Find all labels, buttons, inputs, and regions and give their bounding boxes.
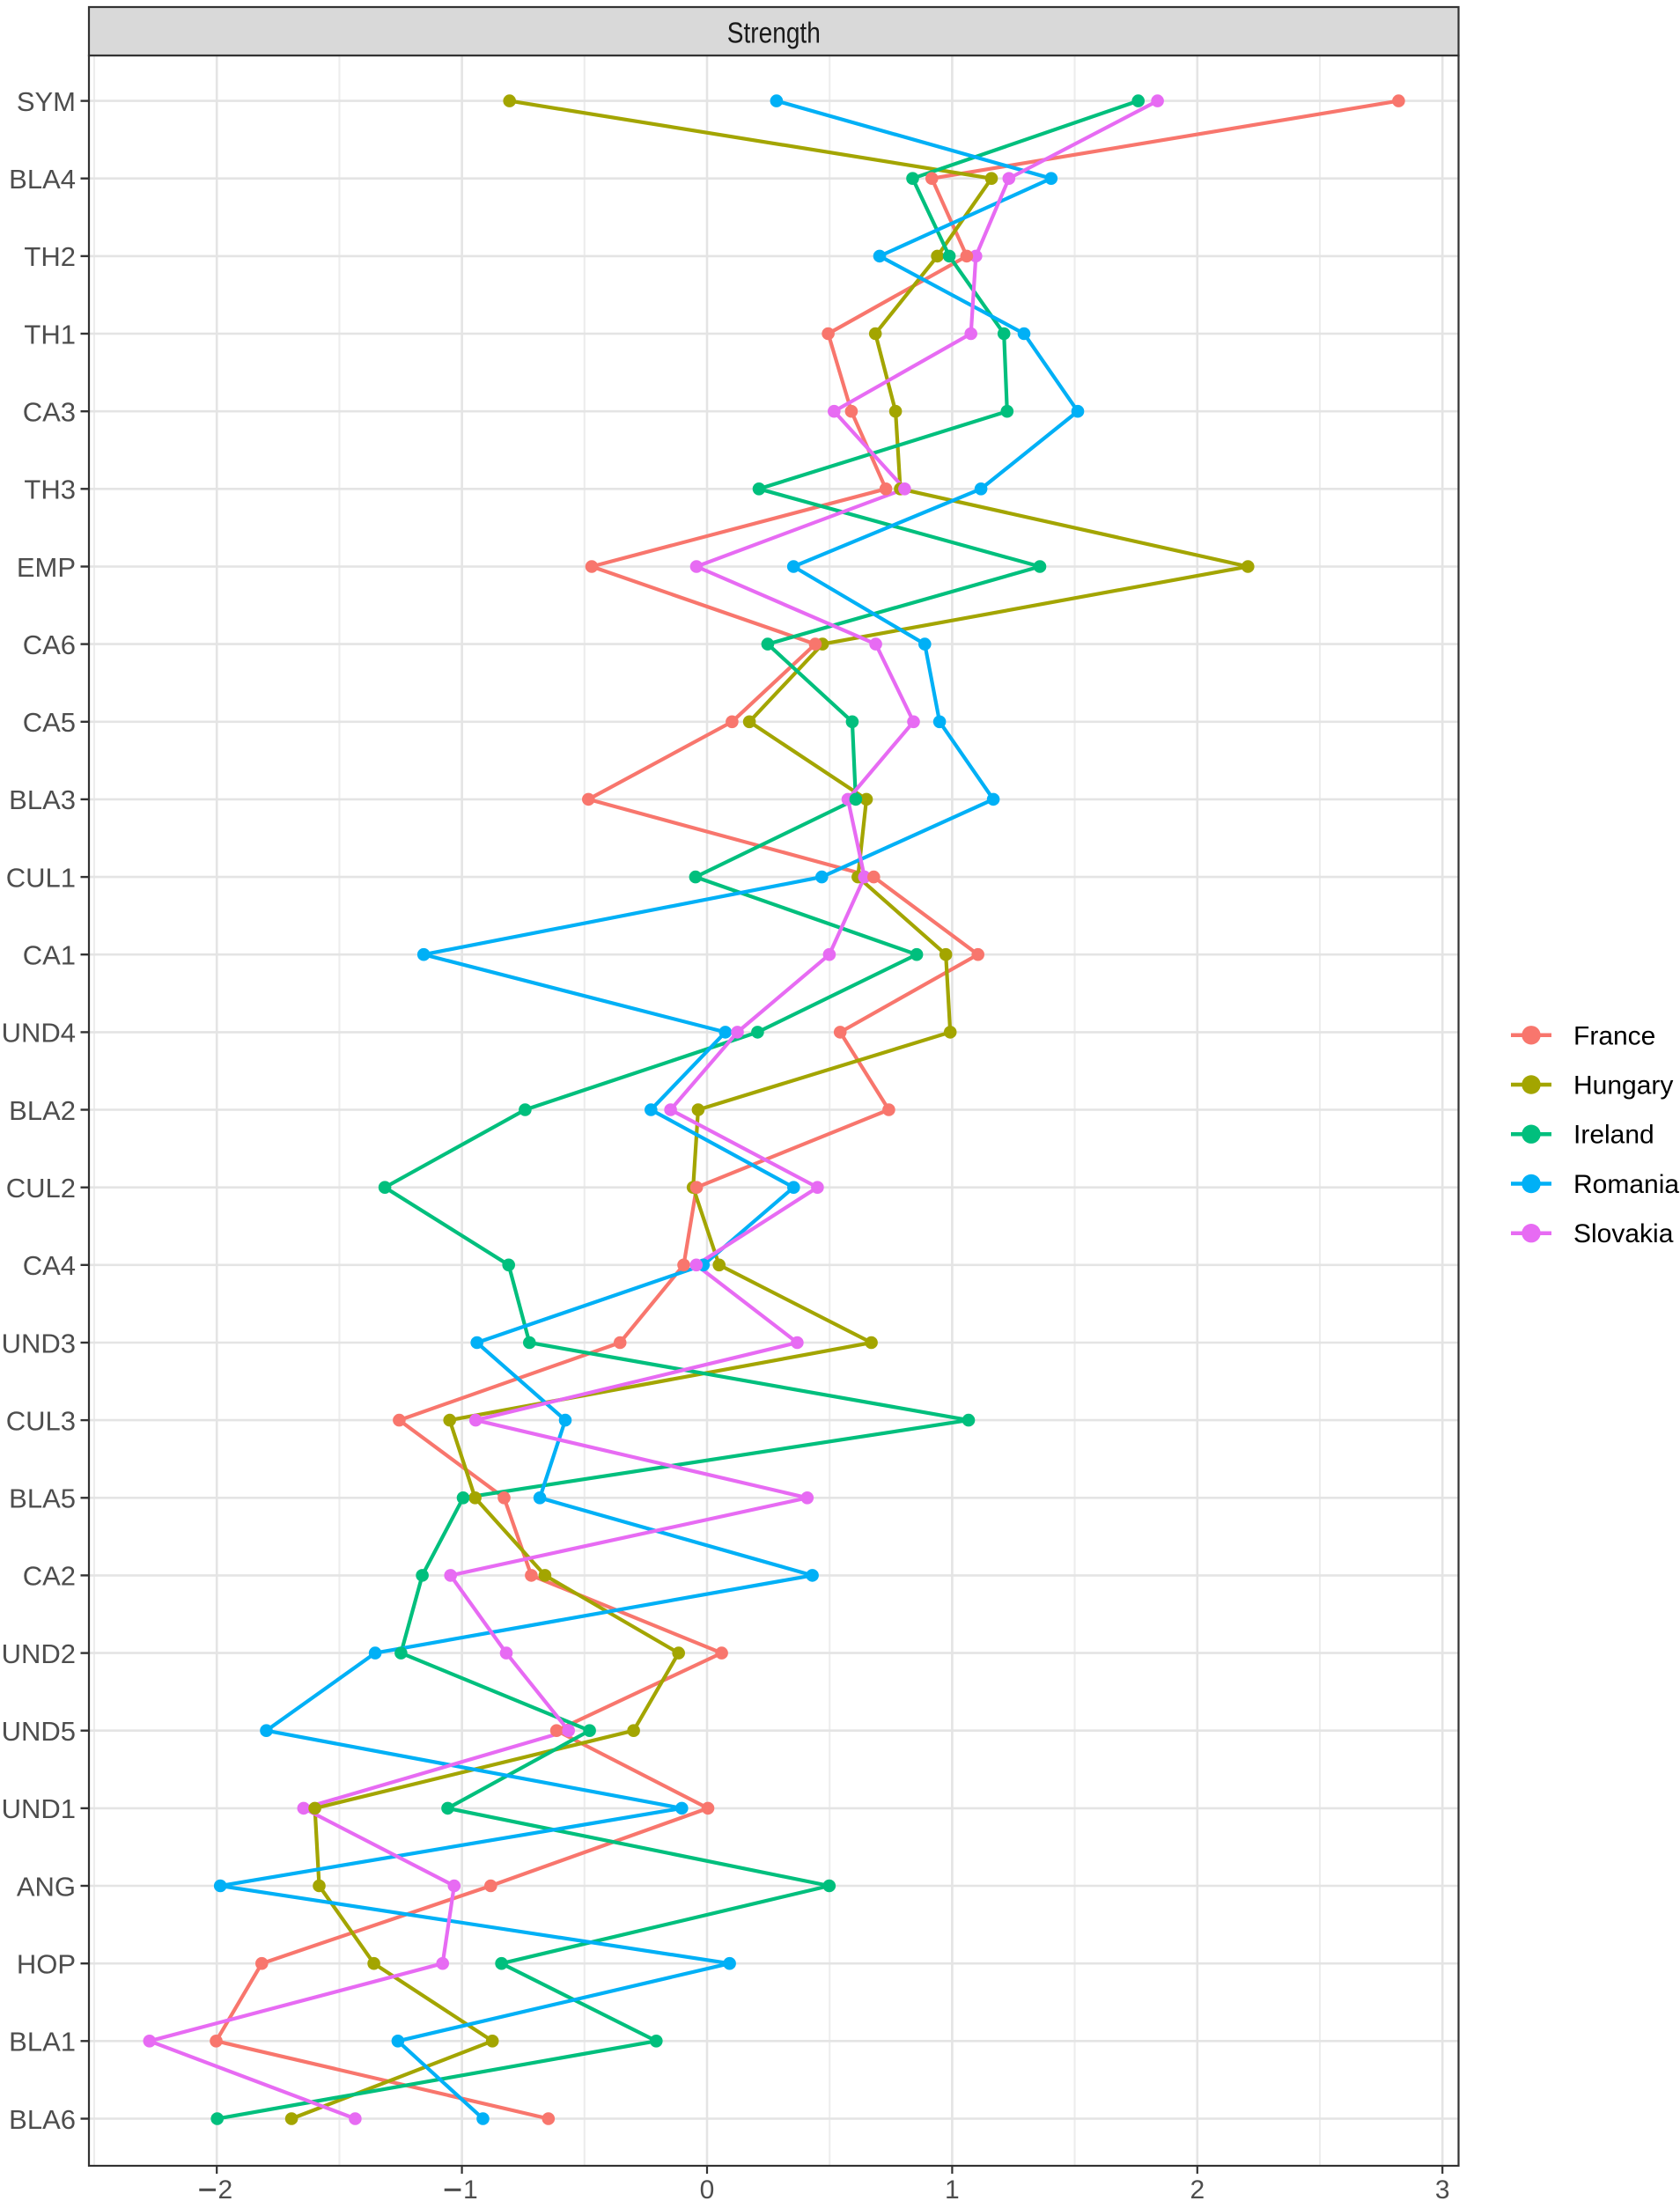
svg-text:CA4: CA4 (23, 1250, 76, 1281)
svg-text:1: 1 (463, 2175, 478, 2201)
svg-text:CA1: CA1 (23, 940, 76, 971)
svg-text:UND4: UND4 (2, 1018, 76, 1049)
svg-text:ANG: ANG (17, 1871, 76, 1902)
svg-text:Slovakia: Slovakia (1573, 1219, 1674, 1248)
svg-text:HOP: HOP (17, 1949, 76, 1980)
svg-text:Romania: Romania (1573, 1170, 1679, 1199)
svg-text:UND3: UND3 (2, 1328, 76, 1358)
svg-text:TH2: TH2 (24, 241, 76, 272)
svg-text:CUL1: CUL1 (6, 862, 76, 893)
svg-text:TH3: TH3 (24, 475, 76, 505)
svg-text:BLA3: BLA3 (9, 784, 76, 815)
svg-text:CA5: CA5 (23, 707, 76, 738)
svg-text:1: 1 (945, 2175, 960, 2201)
svg-text:BLA6: BLA6 (9, 2104, 76, 2135)
svg-text:BLA4: BLA4 (9, 164, 76, 195)
svg-text:BLA1: BLA1 (9, 2027, 76, 2057)
svg-text:Hungary: Hungary (1573, 1071, 1673, 1100)
svg-text:BLA2: BLA2 (9, 1095, 76, 1126)
svg-text:UND5: UND5 (2, 1716, 76, 1747)
svg-text:UND2: UND2 (2, 1638, 76, 1669)
svg-text:CA3: CA3 (23, 397, 76, 428)
svg-text:SYM: SYM (17, 86, 76, 117)
svg-text:0: 0 (700, 2175, 715, 2201)
svg-text:CA2: CA2 (23, 1561, 76, 1592)
svg-text:EMP: EMP (17, 552, 76, 583)
svg-text:Ireland: Ireland (1573, 1121, 1654, 1150)
svg-text:3: 3 (1435, 2175, 1450, 2201)
svg-text:Strength: Strength (727, 16, 821, 48)
svg-text:CUL3: CUL3 (6, 1405, 76, 1436)
svg-text:BLA5: BLA5 (9, 1483, 76, 1514)
svg-text:France: France (1573, 1021, 1655, 1050)
svg-text:CA6: CA6 (23, 629, 76, 660)
svg-text:UND1: UND1 (2, 1793, 76, 1824)
svg-text:2: 2 (218, 2175, 233, 2201)
svg-text:TH1: TH1 (24, 319, 76, 350)
svg-text:CUL2: CUL2 (6, 1173, 76, 1204)
svg-text:2: 2 (1190, 2175, 1205, 2201)
